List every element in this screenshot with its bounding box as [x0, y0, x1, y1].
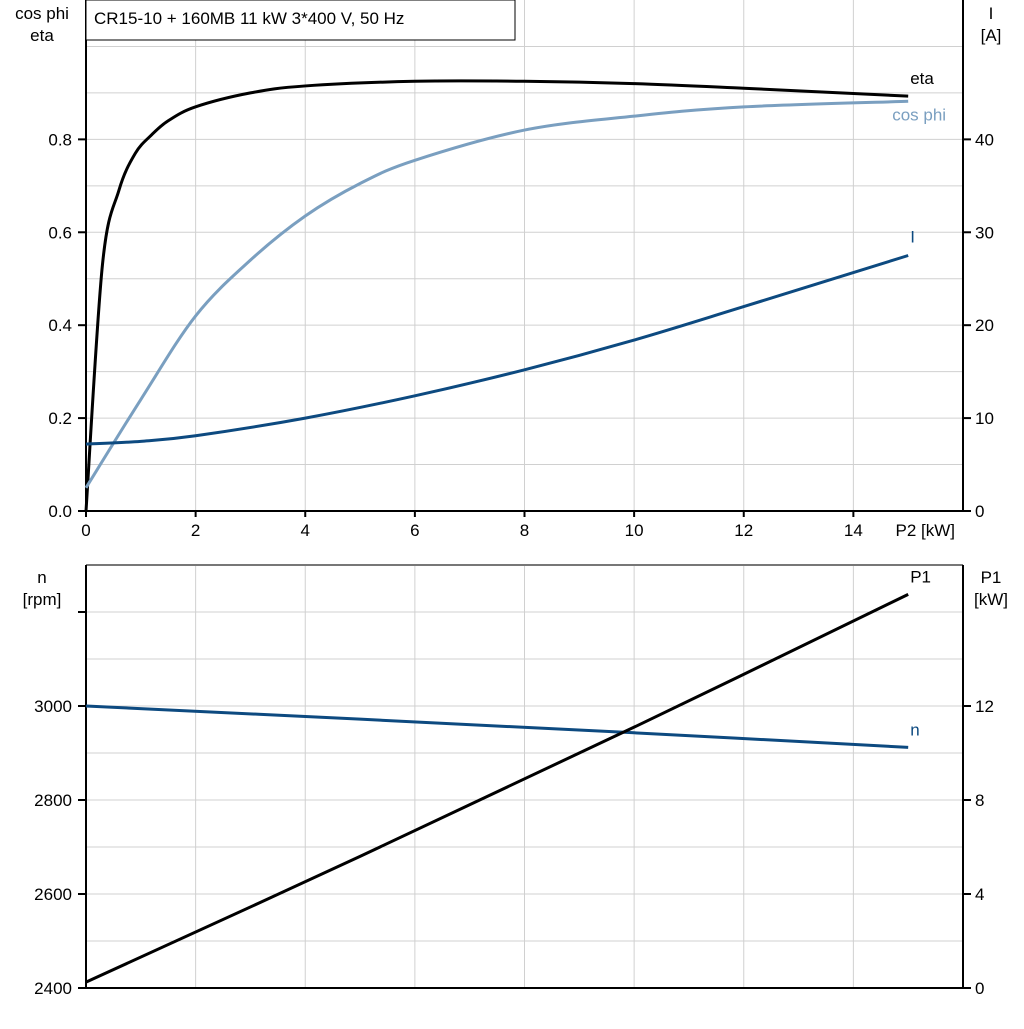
y-axis-label-left: n [37, 568, 46, 587]
y-tick-label-right: 40 [975, 130, 994, 149]
series-label-P1: P1 [910, 567, 931, 586]
y-axis-label-right: [kW] [974, 590, 1008, 609]
y-tick-label-left: 2600 [34, 885, 72, 904]
y-axis-label-right: [A] [981, 26, 1002, 45]
y-tick-label-left: 0.4 [48, 316, 72, 335]
y-tick-label-left: 2800 [34, 791, 72, 810]
y-tick-label-right: 30 [975, 223, 994, 242]
chart-title: CR15-10 + 160MB 11 kW 3*400 V, 50 Hz [94, 9, 404, 28]
bottom-chart: 2400 2600 2800 3000 0 4 8 12 n [rpm] P1 [kW] n P1 [23, 564, 1008, 998]
y-axis-label-right: I [989, 4, 994, 23]
y-axis-label-left: eta [30, 26, 54, 45]
title-box [85, 0, 516, 41]
y-tick-label-left: 2400 [34, 979, 72, 998]
top-chart: 0.0 0.2 0.4 0.6 0.8 0 10 20 30 40 0 2 4 6 8 10 12 14 P2 [k… [15, 0, 1001, 540]
y-axis-label-right: P1 [981, 568, 1002, 587]
y-tick-label-left: 0.8 [48, 130, 72, 149]
y-tick-label-right: 8 [975, 791, 984, 810]
x-tick-label: 10 [625, 521, 644, 540]
series-line-eta [84, 79, 909, 512]
y-tick-label-right: 0 [975, 502, 984, 521]
y-tick-label-right: 20 [975, 316, 994, 335]
x-tick-label: 0 [81, 521, 90, 540]
y-tick-label-left: 0.2 [48, 409, 72, 428]
x-tick-label: 4 [301, 521, 310, 540]
y-tick-label-left: 0.6 [48, 223, 72, 242]
x-axis-label: P2 [kW] [895, 521, 955, 540]
series-label-cosphi: cos phi [892, 105, 946, 124]
series-line-I [85, 254, 909, 446]
y-tick-label-right: 10 [975, 409, 994, 428]
x-tick-label: 14 [844, 521, 863, 540]
y-axis-label-left: cos phi [15, 4, 69, 23]
x-tick-label: 12 [734, 521, 753, 540]
y-tick-label-right: 4 [975, 885, 984, 904]
y-tick-label-left: 3000 [34, 697, 72, 716]
y-tick-label-right: 0 [975, 979, 984, 998]
x-tick-label: 6 [410, 521, 419, 540]
series-line-n [85, 704, 909, 749]
series-line-cosphi [84, 99, 909, 489]
series-line-P1 [85, 593, 909, 984]
x-tick-label: 2 [191, 521, 200, 540]
series-label-eta: eta [910, 69, 934, 88]
y-axis-label-left: [rpm] [23, 590, 62, 609]
y-tick-label-right: 12 [975, 697, 994, 716]
series-label-n: n [910, 720, 919, 739]
y-tick-label-left: 0.0 [48, 502, 72, 521]
series-label-I: I [910, 228, 915, 247]
x-tick-label: 8 [520, 521, 529, 540]
